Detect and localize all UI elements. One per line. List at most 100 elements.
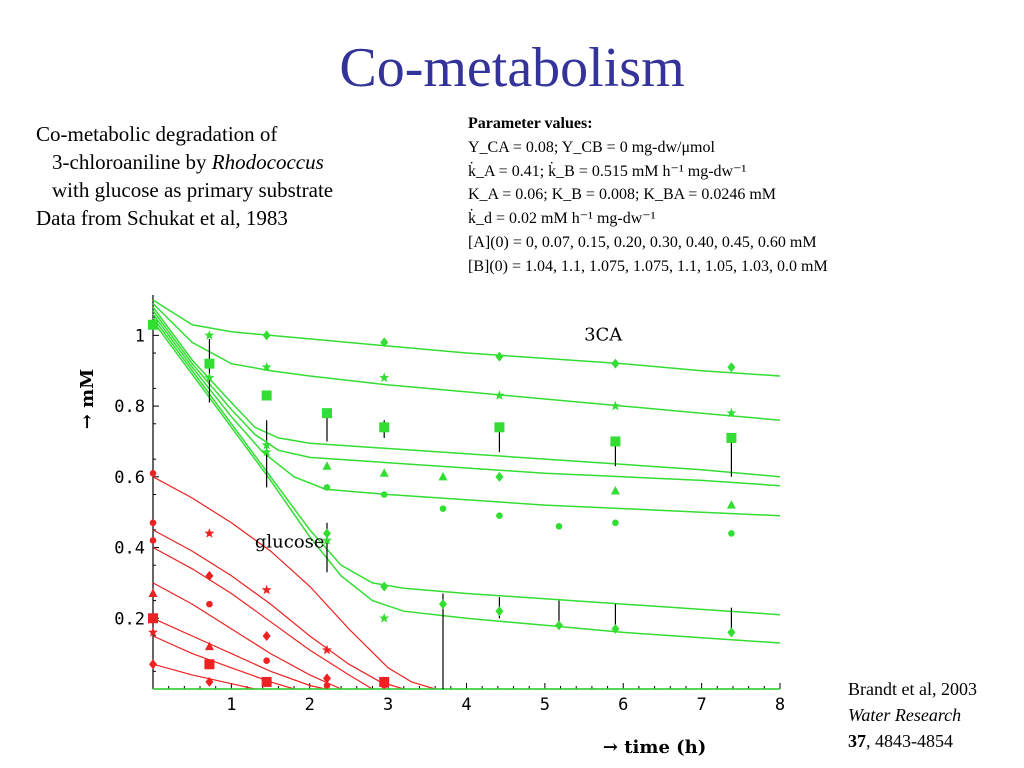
cba-data-point (496, 512, 503, 520)
annotation-3ca: 3CA (584, 325, 623, 346)
citation-journal: Water Research (848, 705, 962, 725)
cba-data-point (494, 390, 505, 400)
cba-data-point (610, 436, 621, 447)
cba-data-point (438, 599, 447, 610)
glucose-curve (152, 663, 256, 690)
y-tick-label: 1 (135, 326, 145, 346)
cba-data-point (610, 485, 620, 495)
cba-curve (152, 317, 781, 616)
glucose-data-point (204, 659, 215, 670)
cba-data-point (727, 627, 736, 638)
glucose-data-point (206, 600, 213, 608)
cba-data-point (323, 484, 331, 491)
concentration-time-chart: 1 2 3 4 5 6 7 8 0.2 0.4 0.6 0.8 1 → time (h) → mM 3CA gl… (77, 295, 785, 758)
cba-data-point (322, 528, 331, 539)
glucose-data-point (204, 641, 214, 651)
parameter-values: Parameter values: Y_CA = 0.08; Y_CB = 0 … (468, 112, 828, 279)
glucose-curve (152, 582, 342, 690)
x-axis-title: → time (h) (603, 737, 706, 758)
cba-data-point (439, 505, 447, 512)
cba-data-point (148, 319, 158, 330)
cba-data-point (379, 422, 390, 433)
glucose-curve (152, 476, 436, 690)
glucose-data-point (149, 659, 157, 670)
glucose-data-point (205, 570, 214, 581)
glucose-data-point (205, 676, 214, 687)
desc-line-4: Data from Schukat et al, 1983 (36, 206, 288, 230)
glucose-data-point (322, 644, 332, 655)
cba-data-point (726, 407, 737, 418)
slide-description: Co-metabolic degradation of 3-chloroanil… (36, 120, 333, 232)
cba-curve (152, 299, 781, 377)
cba-data-point (204, 330, 215, 340)
y-tick-label: 0.2 (114, 609, 145, 629)
y-tick-label: 0.8 (114, 397, 145, 417)
cba-curve (152, 310, 781, 487)
glucose-data-point (379, 676, 390, 687)
cba-data-point (321, 408, 332, 419)
x-tick-label: 1 (226, 695, 236, 715)
cba-data-point (438, 471, 448, 481)
cba-data-point (261, 439, 272, 450)
y-axis-title: → mM (77, 369, 98, 429)
cba-data-point (262, 330, 271, 341)
annotation-glucose: glucose (255, 532, 325, 553)
cba-data-point (261, 390, 272, 401)
cba-data-point (379, 468, 389, 477)
cba-data-point (554, 620, 563, 631)
cba-data-point (204, 372, 215, 383)
citation-volume: 37 (848, 731, 866, 751)
x-tick-label: 7 (697, 695, 707, 715)
cba-curve (152, 302, 781, 421)
cba-data-point (727, 362, 736, 373)
y-tick-label: 0.6 (114, 468, 145, 488)
glucose-data-point (148, 588, 158, 598)
parameter-line: k̇_d = 0.02 mM h⁻¹ mg-dw⁻¹ (468, 210, 656, 228)
glucose-curve (152, 546, 373, 690)
cba-data-point (322, 461, 332, 470)
desc-line-2-prefix: 3-chloroaniline by (52, 150, 212, 174)
desc-line-1: Co-metabolic degradation of (36, 122, 278, 146)
glucose-data-point (261, 676, 272, 687)
glucose-data-point (261, 584, 272, 595)
cba-curve (152, 320, 781, 644)
cba-data-point (495, 351, 504, 362)
cba-data-point (261, 361, 272, 372)
x-tick-label: 8 (775, 695, 785, 715)
citation-pages: , 4843-4854 (866, 731, 953, 751)
cba-data-point (204, 358, 215, 369)
glucose-curve (152, 529, 404, 690)
organism-name: Rhodococcus (211, 150, 324, 174)
cba-data-point (380, 337, 389, 348)
glucose-data-point (262, 630, 271, 641)
cba-data-point (726, 432, 737, 443)
cba-data-point (610, 400, 621, 411)
parameter-line: [B](0) = 1.04, 1.1, 1.075, 1.075, 1.1, 1… (468, 257, 828, 275)
parameter-line: Y_CA = 0.08; Y_CB = 0 mg-dw/μmol (468, 138, 715, 156)
glucose-data-point (204, 528, 215, 538)
citation-authors: Brandt et al, 2003 (848, 679, 977, 699)
x-tick-label: 2 (305, 695, 315, 715)
x-tick-label: 4 (461, 695, 471, 715)
glucose-data-point (148, 613, 158, 624)
glucose-data-point (149, 537, 157, 544)
x-tick-label: 6 (618, 695, 628, 715)
cba-data-point (611, 358, 620, 369)
x-tick-label: 5 (540, 695, 550, 715)
cba-data-point (379, 613, 390, 623)
parameter-line: k̇_A = 0.41; k̇_B = 0.515 mM h⁻¹ mg-dw⁻¹ (468, 162, 747, 180)
glucose-data-point (149, 469, 157, 477)
cba-curve (152, 313, 781, 517)
desc-line-3: with glucose as primary substrate (52, 178, 334, 202)
cba-data-point (494, 422, 505, 433)
slide-title: Co-metabolism (339, 37, 685, 99)
glucose-curve (152, 635, 295, 690)
cba-data-point (380, 491, 388, 498)
cba-data-point (322, 535, 332, 545)
citation-volume-pages: 37, 4843-4854 (848, 728, 977, 754)
desc-line-2: 3-chloroaniline by Rhodococcus (36, 148, 333, 176)
cba-data-point (726, 500, 736, 509)
glucose-data-point (149, 519, 157, 527)
cba-data-point (261, 446, 272, 457)
glucose-data-point (323, 682, 331, 689)
